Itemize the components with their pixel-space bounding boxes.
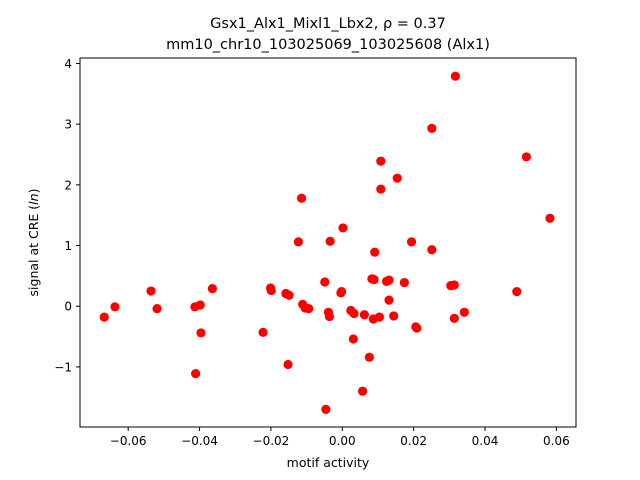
chart-title-group: Gsx1_Alx1_Mixl1_Lbx2, ρ = 0.37 mm10_chr1…	[166, 16, 490, 53]
data-point-31	[358, 386, 368, 396]
x-tick-label: 0.00	[329, 434, 356, 448]
data-point-2	[146, 286, 156, 296]
x-tick-label: −0.06	[110, 434, 147, 448]
data-point-26	[336, 287, 347, 297]
y-tick-label: 0	[64, 300, 72, 314]
data-point-58	[521, 152, 532, 162]
data-point-24	[325, 236, 335, 246]
data-point-57	[512, 287, 522, 297]
data-point-55	[449, 313, 459, 323]
data-point-14	[284, 290, 294, 300]
data-point-11	[266, 285, 276, 296]
data-point-30	[349, 308, 359, 319]
data-point-51	[427, 245, 437, 255]
data-point-47	[406, 237, 417, 247]
data-point-3	[152, 304, 162, 314]
data-point-33	[364, 352, 374, 362]
data-point-42	[384, 275, 394, 285]
data-point-13	[283, 359, 293, 370]
y-tick-label: 4	[64, 57, 72, 71]
data-point-20	[320, 277, 330, 287]
x-tick-label: −0.04	[181, 434, 218, 448]
data-point-6	[195, 300, 205, 310]
data-point-0	[99, 312, 109, 322]
x-axis-label: motif activity	[287, 455, 370, 470]
y-axis-ticks: −1 0 1 2 3 4	[54, 57, 80, 374]
data-point-38	[374, 312, 384, 322]
data-points	[99, 71, 555, 414]
data-point-19	[304, 304, 314, 314]
data-point-54	[450, 71, 460, 81]
chart-subtitle: mm10_chr10_103025069_103025608 (Alx1)	[166, 37, 490, 53]
data-point-1	[110, 302, 120, 312]
data-point-27	[338, 223, 348, 233]
y-tick-label: 1	[64, 239, 72, 253]
data-point-36	[369, 274, 379, 285]
y-tick-label: 2	[64, 178, 72, 192]
data-point-7	[196, 328, 206, 338]
y-axis-label: signal at CRE (ln)	[26, 189, 41, 297]
data-point-21	[321, 404, 331, 414]
x-axis-ticks: −0.06 −0.04 −0.02 0.00 0.02 0.04 0.06	[110, 427, 570, 448]
data-point-49	[412, 323, 422, 333]
data-point-44	[389, 311, 399, 321]
data-point-53	[449, 280, 459, 290]
data-point-16	[296, 193, 307, 203]
data-point-37	[370, 247, 380, 257]
data-point-40	[376, 184, 386, 194]
data-point-4	[191, 368, 201, 379]
data-point-23	[324, 311, 335, 322]
data-point-8	[207, 284, 217, 294]
data-point-45	[392, 173, 402, 183]
x-tick-label: −0.02	[253, 434, 290, 448]
y-tick-label: 3	[64, 118, 72, 132]
chart-title: Gsx1_Alx1_Mixl1_Lbx2, ρ = 0.37	[210, 16, 446, 32]
x-tick-label: 0.06	[543, 434, 570, 448]
data-point-56	[459, 307, 469, 317]
data-point-50	[427, 123, 437, 133]
axes-frame	[79, 57, 577, 428]
y-tick-label: −1	[54, 360, 72, 374]
data-point-39	[376, 156, 386, 166]
data-point-15	[293, 237, 303, 247]
data-point-29	[348, 334, 358, 344]
x-tick-label: 0.02	[400, 434, 427, 448]
x-tick-label: 0.04	[472, 434, 499, 448]
data-point-9	[258, 327, 268, 337]
data-point-43	[384, 295, 394, 305]
data-point-32	[359, 310, 369, 320]
data-point-59	[545, 213, 555, 223]
data-point-46	[399, 277, 409, 288]
